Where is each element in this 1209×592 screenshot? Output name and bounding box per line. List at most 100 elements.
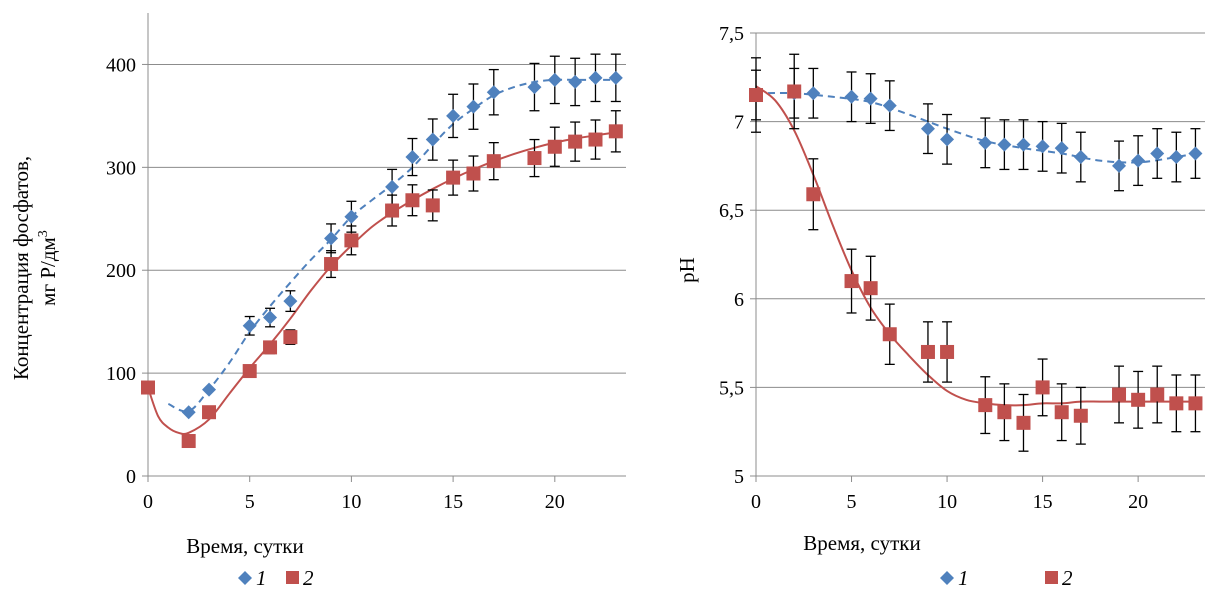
data-markers bbox=[141, 70, 623, 449]
legend-label-series-2: 2 bbox=[303, 566, 314, 590]
data-point-series-1 bbox=[1188, 146, 1203, 161]
data-point-series-2 bbox=[940, 344, 955, 359]
y-tick-label: 0 bbox=[126, 466, 136, 488]
data-point-series-1 bbox=[466, 99, 481, 114]
data-point-series-1 bbox=[202, 382, 217, 397]
x-axis-label: Время, сутки bbox=[186, 534, 303, 558]
y-tick-label: 5 bbox=[734, 466, 744, 488]
x-tick-label: 0 bbox=[751, 491, 761, 513]
data-point-series-2 bbox=[608, 124, 623, 139]
data-point-series-2 bbox=[486, 154, 501, 169]
trendline-series-2 bbox=[755, 85, 1196, 407]
data-point-series-1 bbox=[844, 89, 859, 104]
data-point-series-1 bbox=[385, 179, 400, 194]
data-point-series-1 bbox=[181, 405, 196, 420]
trendlines bbox=[147, 78, 616, 435]
data-point-series-1 bbox=[527, 80, 542, 95]
data-point-series-1 bbox=[863, 91, 878, 106]
axes bbox=[750, 32, 1205, 482]
data-point-series-2 bbox=[1073, 408, 1088, 423]
data-point-series-1 bbox=[1073, 150, 1088, 165]
data-markers bbox=[749, 84, 1203, 430]
x-tick-label: 15 bbox=[1033, 491, 1053, 513]
data-point-series-2 bbox=[1035, 380, 1050, 395]
data-point-series-2 bbox=[588, 132, 603, 147]
data-point-series-2 bbox=[181, 434, 196, 449]
data-point-series-1 bbox=[1131, 153, 1146, 168]
data-point-series-1 bbox=[997, 137, 1012, 152]
y-tick-label: 6,5 bbox=[719, 200, 744, 222]
data-point-series-1 bbox=[1035, 139, 1050, 154]
data-point-series-2 bbox=[1016, 415, 1031, 430]
x-tick-label: 10 bbox=[937, 491, 957, 513]
grid-lines bbox=[148, 63, 626, 374]
data-point-series-2 bbox=[283, 330, 298, 345]
trendline-series-1 bbox=[167, 78, 616, 413]
data-point-series-2 bbox=[344, 233, 359, 248]
y-tick-label: 400 bbox=[106, 54, 136, 76]
trendline-series-2 bbox=[147, 131, 616, 435]
error-bars bbox=[751, 53, 1201, 452]
data-point-series-1 bbox=[486, 85, 501, 100]
data-point-series-1 bbox=[806, 86, 821, 101]
data-point-series-2 bbox=[405, 193, 420, 208]
x-tick-label: 0 bbox=[143, 491, 153, 513]
data-point-series-1 bbox=[568, 74, 583, 89]
data-point-series-1 bbox=[1169, 150, 1184, 165]
data-point-series-1 bbox=[588, 70, 603, 85]
data-point-series-1 bbox=[1150, 146, 1165, 161]
legend: 1 2 bbox=[238, 566, 314, 590]
data-point-series-2 bbox=[1112, 387, 1127, 402]
data-point-series-1 bbox=[1112, 158, 1127, 173]
x-tick-label: 20 bbox=[1128, 491, 1148, 513]
axes bbox=[142, 13, 626, 482]
data-point-series-2 bbox=[425, 198, 440, 213]
y-axis-label-line1: Концентрация фосфатов, bbox=[9, 156, 33, 380]
x-tick-label: 20 bbox=[545, 491, 565, 513]
y-tick-label: 300 bbox=[106, 157, 136, 179]
x-tick-label: 5 bbox=[245, 491, 255, 513]
data-point-series-2 bbox=[882, 327, 897, 342]
data-point-series-1 bbox=[920, 121, 935, 136]
data-point-series-2 bbox=[324, 257, 339, 272]
data-point-series-2 bbox=[1131, 392, 1146, 407]
data-point-series-1 bbox=[547, 72, 562, 87]
x-axis-label: Время, сутки bbox=[803, 531, 920, 555]
legend-square-marker bbox=[286, 571, 299, 584]
data-point-series-1 bbox=[344, 209, 359, 224]
y-axis-label: pH bbox=[675, 257, 699, 283]
data-point-series-1 bbox=[940, 132, 955, 147]
x-tick-label: 15 bbox=[443, 491, 463, 513]
legend-label-series-1: 1 bbox=[256, 566, 267, 590]
data-point-series-1 bbox=[324, 231, 339, 246]
data-point-series-1 bbox=[283, 294, 298, 309]
data-point-series-2 bbox=[1188, 396, 1203, 411]
legend-label-series-2: 2 bbox=[1062, 566, 1073, 590]
data-point-series-2 bbox=[527, 151, 542, 166]
data-point-series-2 bbox=[141, 380, 155, 395]
data-point-series-1 bbox=[405, 150, 420, 165]
legend-square-marker bbox=[1045, 571, 1058, 584]
y-tick-label: 200 bbox=[106, 260, 136, 282]
tick-labels: 0 100 200 300 400 0 5 10 15 20 bbox=[106, 54, 565, 513]
data-point-series-2 bbox=[920, 344, 935, 359]
phosphate-chart: 0 100 200 300 400 0 5 10 15 20 Время, сутки Конце… bbox=[9, 13, 626, 590]
y-tick-label: 5,5 bbox=[719, 377, 744, 399]
data-point-series-2 bbox=[385, 203, 400, 218]
data-point-series-2 bbox=[863, 281, 878, 296]
data-point-series-1 bbox=[608, 70, 623, 85]
x-tick-label: 5 bbox=[847, 491, 857, 513]
ph-chart: 55,566,577,50 5 10 15 20 Время, сутки pH 1 2 bbox=[675, 23, 1205, 590]
data-point-series-1 bbox=[242, 318, 257, 333]
y-tick-label: 6 bbox=[734, 289, 744, 311]
data-point-series-2 bbox=[997, 405, 1012, 420]
trendline-series-1 bbox=[755, 91, 1196, 164]
trendlines bbox=[755, 85, 1196, 407]
data-point-series-2 bbox=[242, 364, 257, 379]
data-point-series-2 bbox=[978, 398, 993, 413]
data-point-series-2 bbox=[749, 88, 763, 103]
data-point-series-1 bbox=[446, 108, 461, 123]
data-point-series-1 bbox=[263, 310, 278, 325]
data-point-series-1 bbox=[978, 135, 993, 150]
